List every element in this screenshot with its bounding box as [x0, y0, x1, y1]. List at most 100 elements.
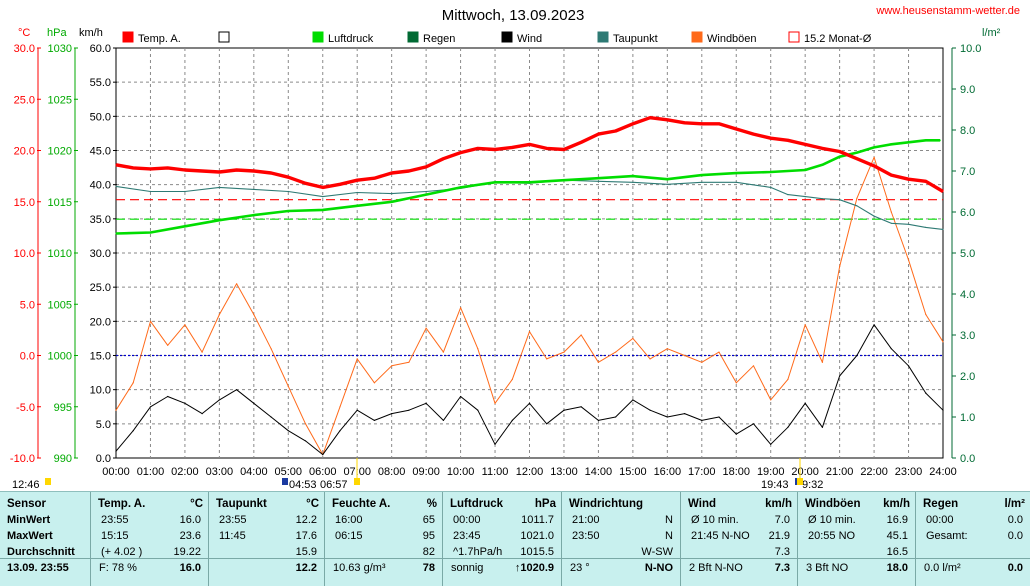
series-point — [701, 181, 703, 183]
series-point — [563, 179, 565, 181]
table-column: Windböen km/h Ø 10 min. 16.9 20:55 NO 45.1 16.… — [797, 492, 916, 586]
series-point — [563, 148, 565, 151]
series-point — [942, 190, 944, 193]
series-point — [425, 402, 427, 404]
series-point — [890, 222, 892, 224]
column-header: Windböen — [805, 498, 861, 510]
legend-swatch — [122, 31, 134, 43]
series-point — [649, 117, 651, 119]
series-point — [580, 334, 582, 336]
series-point — [907, 223, 910, 225]
table-cell-value: 21.9 — [768, 530, 790, 542]
series-point — [425, 327, 427, 329]
table-divider — [0, 558, 1030, 559]
table-column: Regen l/m² 00:00 0.0 Gesamt: 0.0 0.0 l/m² 0.0 — [915, 492, 1031, 586]
series-point — [460, 395, 462, 398]
series-point — [132, 430, 134, 432]
series-point — [770, 171, 772, 173]
wind-tick-label: 30.0 — [90, 248, 111, 260]
series-point — [821, 147, 824, 149]
pressure-tick-label: 1015 — [48, 197, 72, 209]
series-point — [270, 348, 272, 350]
series-point — [684, 413, 686, 415]
series-point — [546, 423, 548, 425]
series-point — [873, 165, 875, 167]
series-point — [684, 122, 686, 124]
series-point — [718, 123, 720, 125]
series-point — [373, 419, 375, 421]
series-point — [253, 170, 255, 172]
series-point — [839, 375, 841, 377]
series-point — [253, 402, 255, 404]
axis-unit-rain: l/m² — [982, 27, 1001, 39]
series-point — [425, 190, 427, 193]
x-tick-label: 19:00 — [757, 466, 785, 478]
axis-unit-pressure: hPa — [47, 27, 67, 39]
table-cell-value: N — [665, 530, 673, 542]
chart-legend: Temp. A. Luftdruck Regen Wind Taupunkt Windbö… — [122, 31, 872, 45]
series-point — [391, 193, 393, 195]
series-point — [218, 186, 220, 188]
series-point — [701, 123, 703, 125]
series-point — [770, 137, 772, 139]
column-header: Sensor — [7, 498, 46, 510]
series-point — [304, 423, 307, 425]
series-point — [477, 409, 479, 411]
series-point — [218, 399, 220, 401]
series-point — [821, 426, 824, 428]
series-point — [666, 178, 668, 180]
series-point — [942, 228, 944, 230]
x-tick-label: 09:00 — [412, 466, 440, 478]
series-point — [615, 416, 617, 418]
sun-moon-marker — [354, 478, 360, 485]
series-point — [356, 191, 358, 194]
column-unit: °C — [306, 498, 319, 510]
series-point — [701, 361, 703, 363]
x-tick-label: 03:00 — [206, 466, 234, 478]
table-cell-value: 7.0 — [774, 514, 790, 526]
table-cell-value: W-SW — [641, 546, 673, 558]
series-point — [494, 181, 496, 183]
series-point — [907, 141, 910, 143]
table-cell-value: 45.1 — [886, 530, 908, 542]
legend-swatch — [407, 31, 419, 43]
series-point — [632, 337, 634, 339]
moonrise-label: 04:53 — [289, 479, 317, 491]
website-link[interactable]: www.heusenstamm-wetter.de — [875, 5, 1020, 17]
series-point — [787, 139, 789, 141]
rain-tick-label: 2.0 — [960, 371, 975, 383]
x-tick-label: 24:00 — [929, 466, 957, 478]
series-point — [528, 143, 531, 145]
table-cell-label: ^1.7hPa/h — [453, 546, 503, 558]
rain-tick-label: 4.0 — [960, 289, 975, 301]
series-point — [322, 454, 324, 456]
table-bottom-value: 7.3 — [774, 562, 790, 574]
table-column: Sensor MinWert MaxWert Durchschnitt 13.09. 2… — [0, 492, 90, 586]
pressure-tick-label: 1020 — [48, 146, 72, 158]
series-point — [649, 409, 651, 411]
series-point — [339, 430, 341, 432]
series-point — [322, 196, 324, 198]
series-point — [597, 419, 600, 421]
column-unit: °C — [190, 498, 203, 510]
series-point — [632, 399, 634, 401]
x-tick-label: 02:00 — [171, 466, 199, 478]
table-bottom-value: 78 — [422, 562, 435, 574]
pressure-tick-label: 995 — [54, 402, 72, 414]
series-point — [115, 450, 117, 452]
series-point — [925, 313, 927, 316]
series-point — [821, 198, 824, 200]
series-point — [546, 358, 548, 360]
rain-tick-label: 3.0 — [960, 330, 975, 342]
series-point — [339, 406, 341, 408]
x-tick-label: 15:00 — [619, 466, 647, 478]
series-point — [373, 177, 375, 179]
x-tick-label: 06:00 — [309, 466, 337, 478]
moonset-label: 9:32 — [802, 479, 823, 491]
series-point — [391, 172, 393, 174]
pressure-tick-label: 990 — [54, 453, 72, 465]
series-point — [804, 143, 806, 145]
series-point — [735, 128, 737, 130]
series-point — [856, 158, 858, 160]
series-point — [287, 210, 289, 212]
